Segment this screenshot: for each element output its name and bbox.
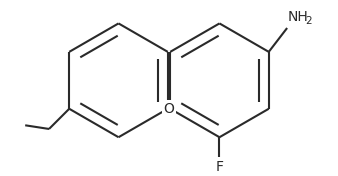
Text: 2: 2 (306, 16, 312, 26)
Text: NH: NH (288, 10, 309, 24)
Text: F: F (216, 160, 223, 174)
Text: O: O (164, 102, 174, 116)
